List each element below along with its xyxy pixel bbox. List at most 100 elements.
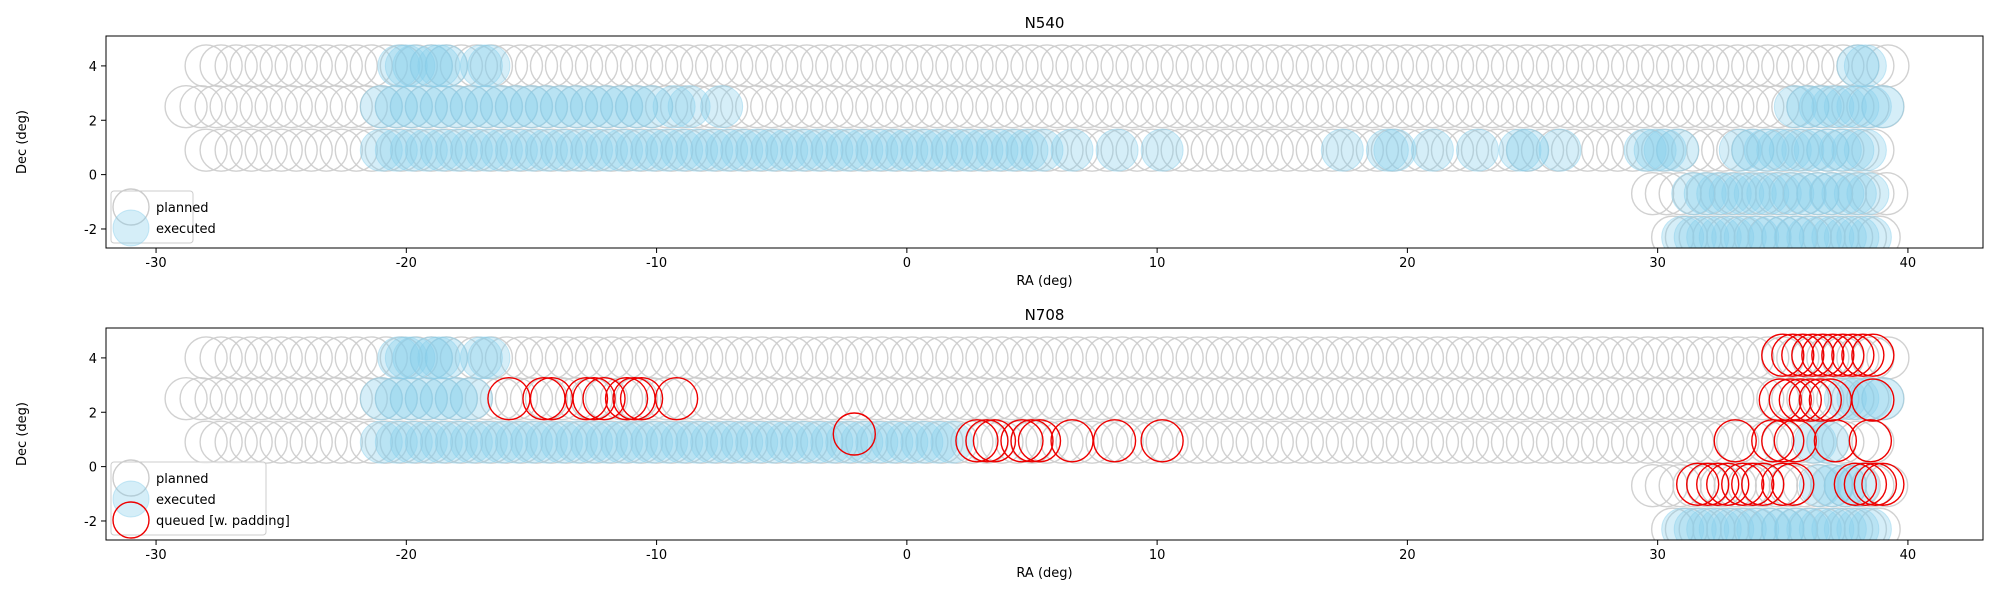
planned-marker: [209, 376, 253, 421]
planned-marker: [554, 84, 599, 129]
planned-marker: [1415, 128, 1460, 172]
planned-marker: [1500, 376, 1545, 421]
planned-marker: [604, 420, 649, 464]
executed-marker: [509, 128, 553, 172]
planned-marker: [1746, 128, 1790, 172]
series-executed: [359, 336, 1905, 540]
chart-title: N540: [1025, 14, 1065, 32]
series-planned: [164, 44, 1910, 248]
planned-marker: [885, 376, 929, 421]
executed-marker: [1861, 377, 1905, 421]
planned-marker: [364, 420, 408, 464]
planned-marker: [1747, 507, 1791, 540]
planned-marker: [1635, 376, 1680, 421]
planned-marker: [224, 84, 268, 129]
planned-marker: [389, 84, 434, 129]
planned-marker: [795, 376, 839, 421]
planned-marker: [1205, 420, 1249, 464]
executed-marker: [1823, 507, 1867, 540]
executed-marker: [479, 420, 523, 464]
executed-marker: [1848, 215, 1892, 248]
executed-marker: [1698, 215, 1742, 248]
executed-marker: [1723, 507, 1767, 540]
planned-marker: [930, 84, 974, 129]
planned-marker: [780, 84, 824, 129]
executed-marker: [359, 377, 403, 421]
executed-marker: [1811, 215, 1855, 248]
x-tick-label: -10: [646, 548, 667, 563]
chart-title: N708: [1025, 306, 1065, 324]
queued-marker: [1861, 462, 1905, 506]
planned-marker: [1185, 84, 1229, 129]
planned-marker: [689, 376, 734, 421]
planned-marker: [584, 84, 629, 129]
planned-marker: [544, 420, 589, 464]
planned-marker: [1280, 420, 1324, 464]
planned-marker: [554, 376, 599, 421]
planned-marker: [830, 420, 874, 464]
planned-marker: [1395, 84, 1440, 129]
queued-marker: [1751, 419, 1795, 463]
planned-marker: [319, 128, 363, 172]
executed-marker: [720, 128, 764, 172]
planned-marker: [930, 376, 974, 421]
planned-marker: [1610, 420, 1655, 464]
planned-marker: [1110, 84, 1154, 129]
planned-marker: [1630, 171, 1675, 216]
planned-marker: [1696, 376, 1740, 421]
planned-marker: [755, 420, 799, 464]
planned-marker: [1115, 128, 1159, 172]
executed-marker: [600, 128, 644, 172]
y-axis-label: Dec (deg): [15, 110, 30, 174]
queued-marker: [1686, 462, 1730, 506]
planned-marker: [840, 376, 884, 421]
planned-marker: [529, 128, 574, 172]
planned-marker: [649, 128, 694, 172]
planned-marker: [1020, 84, 1064, 129]
planned-marker: [1010, 128, 1054, 172]
planned-marker: [1741, 376, 1785, 421]
planned-marker: [1706, 507, 1750, 540]
executed-marker: [1455, 128, 1499, 172]
planned-marker: [935, 420, 979, 464]
planned-marker: [634, 420, 679, 464]
planned-marker: [224, 376, 268, 421]
planned-marker: [1340, 128, 1385, 172]
planned-marker: [1829, 507, 1874, 540]
planned-marker: [469, 420, 514, 464]
executed-marker: [765, 128, 809, 172]
executed-marker: [840, 128, 884, 172]
planned-marker: [1565, 128, 1610, 172]
executed-marker: [900, 420, 944, 464]
executed-marker: [449, 377, 493, 421]
planned-marker: [1425, 84, 1470, 129]
executed-marker: [630, 420, 674, 464]
queued-marker: [1781, 333, 1825, 377]
planned-marker: [1857, 215, 1901, 248]
queued-marker: [955, 419, 999, 463]
executed-marker: [705, 420, 749, 464]
planned-marker: [244, 420, 288, 464]
planned-marker: [1325, 420, 1370, 464]
planned-marker: [1190, 128, 1234, 172]
queued-marker: [1831, 333, 1875, 377]
executed-marker: [780, 420, 824, 464]
planned-marker: [1470, 376, 1515, 421]
planned-marker: [314, 376, 358, 421]
x-tick-label: 30: [1649, 548, 1666, 563]
executed-marker: [667, 85, 711, 129]
executed-marker: [645, 128, 689, 172]
planned-marker: [464, 84, 509, 129]
queued-marker: [564, 376, 609, 421]
planned-marker: [855, 376, 899, 421]
planned-marker: [870, 84, 914, 129]
planned-marker: [1350, 376, 1395, 421]
planned-marker: [529, 420, 574, 464]
queued-marker: [1843, 462, 1888, 506]
planned-marker: [659, 84, 704, 129]
planned-marker: [1145, 420, 1189, 464]
planned-marker: [1220, 420, 1264, 464]
planned-marker: [724, 128, 769, 172]
planned-marker: [875, 128, 919, 172]
executed-marker: [1506, 128, 1550, 172]
